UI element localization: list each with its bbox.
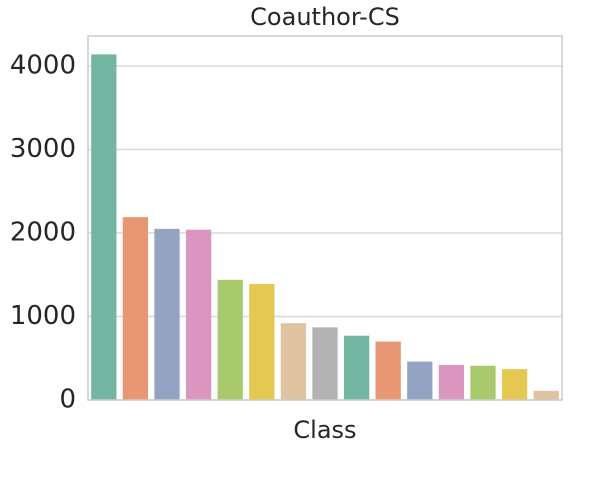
y-tick-label: 2000 bbox=[10, 218, 76, 248]
chart-title: Coauthor-CS bbox=[250, 3, 400, 31]
bar bbox=[533, 390, 559, 400]
y-tick-label: 3000 bbox=[10, 134, 76, 164]
bar bbox=[217, 279, 243, 400]
bar bbox=[407, 361, 433, 400]
bar bbox=[154, 228, 180, 400]
y-tick-label: 4000 bbox=[10, 51, 76, 81]
plot-frame bbox=[87, 35, 563, 401]
bar bbox=[91, 54, 117, 400]
y-tick-label: 1000 bbox=[10, 301, 76, 331]
bar bbox=[122, 217, 149, 400]
bar bbox=[185, 229, 212, 400]
bar bbox=[470, 365, 496, 400]
bar bbox=[438, 364, 465, 400]
y-tick-label: 0 bbox=[59, 385, 76, 415]
x-axis-label: Class bbox=[293, 416, 356, 444]
bar bbox=[375, 341, 401, 400]
bar bbox=[312, 327, 338, 400]
bar bbox=[280, 323, 307, 400]
bar bbox=[501, 369, 528, 400]
bar bbox=[343, 335, 370, 400]
bar bbox=[249, 283, 275, 400]
